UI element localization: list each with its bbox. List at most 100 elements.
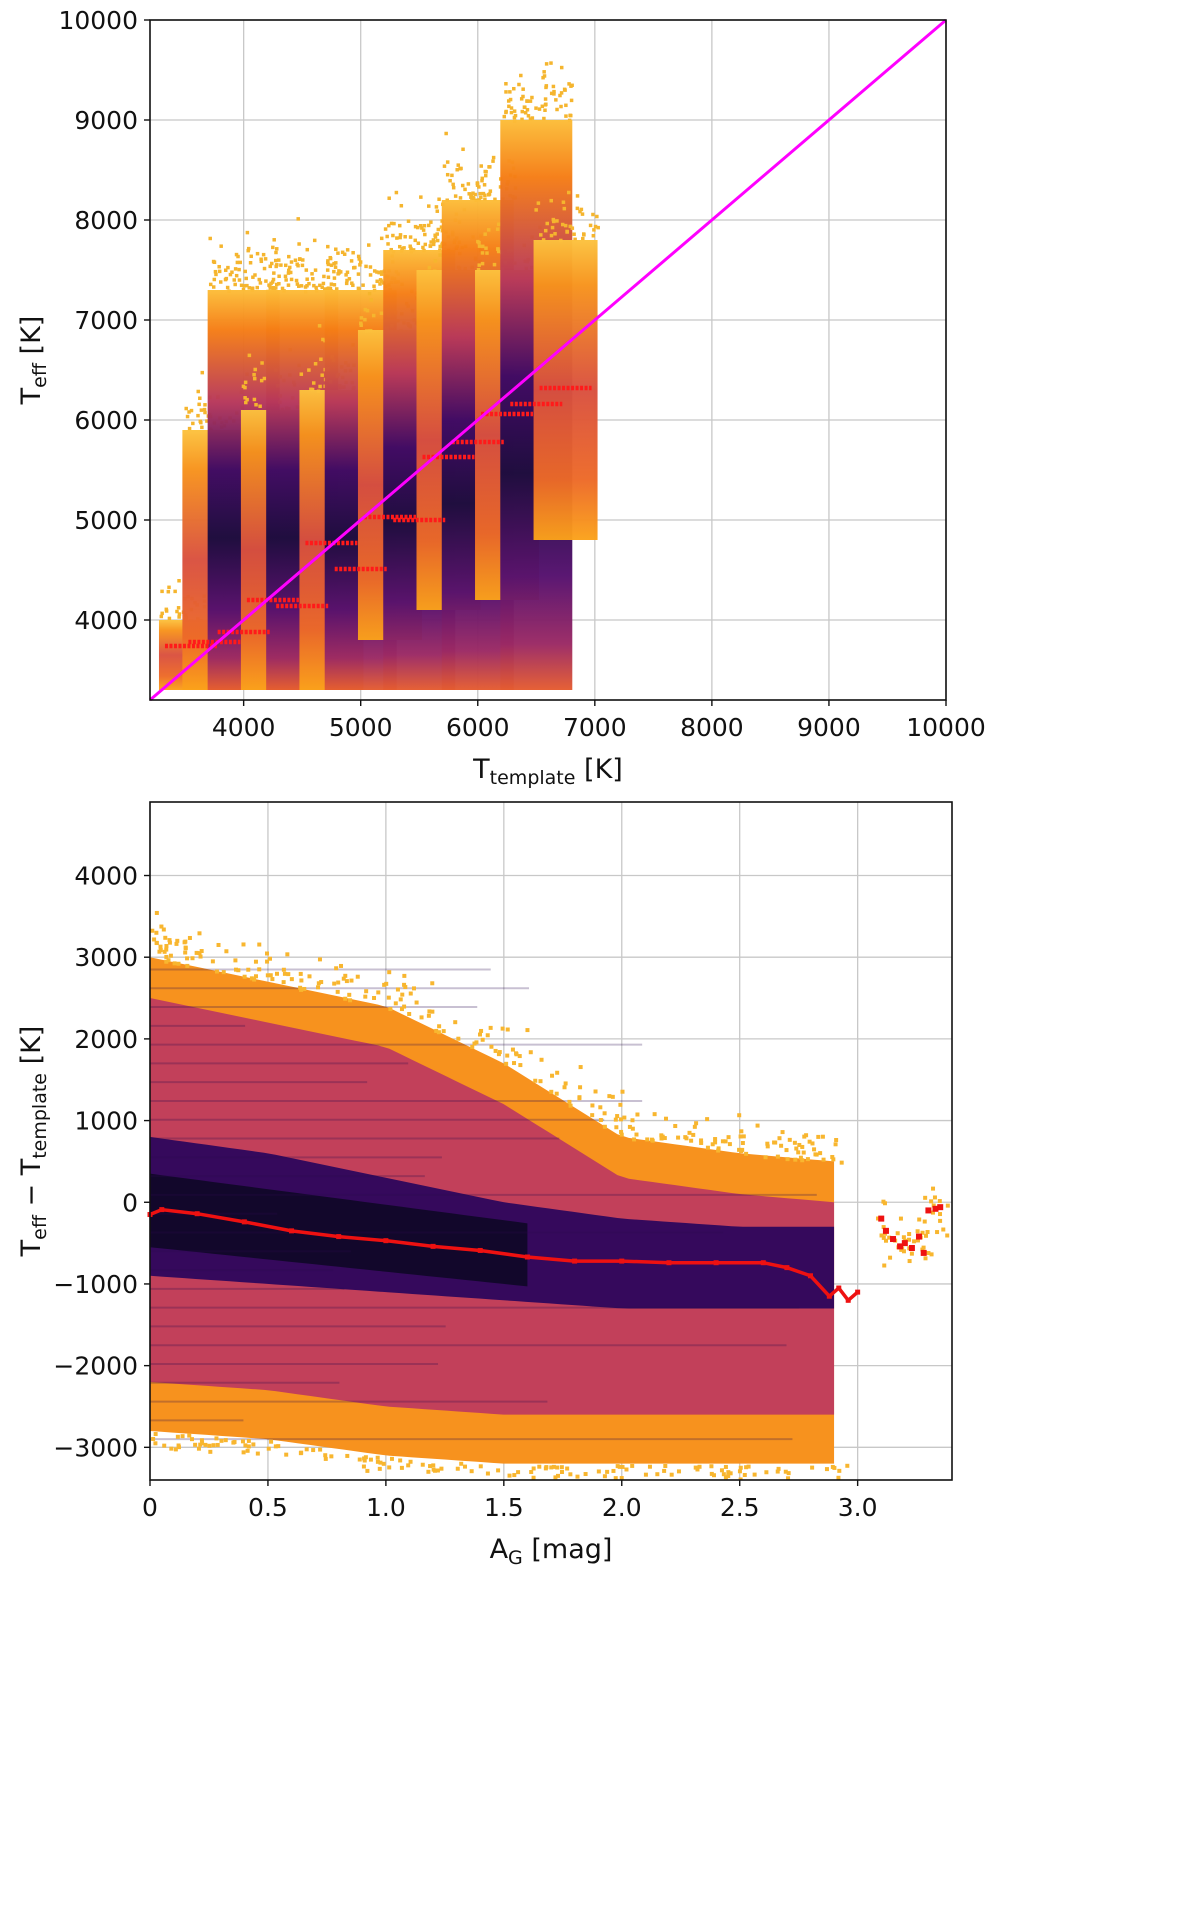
- outlier-dot: [544, 85, 548, 90]
- outlier-dot: [287, 254, 291, 259]
- outlier-dot: [561, 200, 566, 204]
- outlier-dot: [572, 232, 576, 236]
- outlier-dot: [182, 940, 187, 945]
- outlier-dot: [154, 930, 159, 935]
- outlier-dot: [784, 1148, 789, 1153]
- outlier-dot: [154, 941, 159, 946]
- outlier-dot: [213, 269, 218, 274]
- outlier-dot: [744, 1151, 749, 1156]
- x-tick-label: 2.5: [720, 1493, 760, 1522]
- outlier-dot: [559, 91, 564, 95]
- outlier-dot: [297, 242, 301, 246]
- outlier-dot: [477, 240, 481, 245]
- outlier-dot: [726, 1470, 731, 1475]
- outlier-dot: [187, 935, 192, 940]
- median-point: [826, 1293, 832, 1299]
- outlier-dot: [562, 1085, 567, 1090]
- outlier-dot: [542, 70, 546, 74]
- outlier-dot: [473, 192, 477, 197]
- outlier-dot: [663, 1116, 668, 1121]
- outlier-dot: [230, 270, 234, 274]
- outlier-dot: [533, 1078, 538, 1083]
- outlier-dot: [378, 278, 383, 282]
- outlier-dot: [197, 931, 202, 936]
- outlier-dot: [265, 973, 270, 978]
- outlier-dot: [818, 1151, 823, 1156]
- outlier-dot: [563, 223, 568, 228]
- outlier-dot: [398, 244, 402, 249]
- tail-dot: [938, 1218, 943, 1223]
- outlier-dot: [403, 985, 408, 990]
- outlier-dot: [372, 996, 377, 1001]
- outlier-dot: [752, 1472, 757, 1477]
- outlier-dot: [349, 259, 354, 263]
- outlier-dot: [786, 1476, 791, 1480]
- outlier-dot: [456, 1036, 461, 1041]
- outlier-dot: [455, 1466, 460, 1471]
- outlier-dot: [552, 92, 556, 96]
- outlier-dot: [189, 1437, 194, 1442]
- outlier-dot: [319, 980, 324, 985]
- outlier-dot: [551, 1464, 556, 1469]
- outlier-dot: [403, 234, 407, 239]
- outlier-dot: [238, 260, 242, 265]
- outlier-dot: [485, 1033, 490, 1038]
- outlier-dot: [669, 1472, 674, 1477]
- outlier-dot: [508, 90, 512, 94]
- median-point: [807, 1273, 813, 1279]
- outlier-dot: [386, 242, 390, 246]
- outlier-dot: [246, 1438, 251, 1443]
- outlier-dot: [245, 283, 249, 288]
- outlier-dot: [521, 94, 525, 99]
- outlier-dot: [647, 1464, 652, 1469]
- outlier-dot: [529, 1470, 534, 1475]
- outlier-dot: [289, 260, 294, 264]
- tail-dot: [926, 1251, 931, 1256]
- outlier-dot: [439, 225, 444, 229]
- outlier-dot: [394, 190, 399, 195]
- outlier-dot: [286, 972, 291, 977]
- outlier-dot: [283, 274, 288, 279]
- outlier-dot: [406, 219, 411, 223]
- outlier-dot: [459, 1461, 464, 1466]
- outlier-dot: [830, 1155, 835, 1160]
- median-point: [194, 1211, 200, 1217]
- outlier-dot: [243, 1443, 248, 1448]
- tail-dot: [931, 1186, 936, 1191]
- outlier-dot: [596, 225, 600, 230]
- outlier-dot: [223, 277, 228, 282]
- outlier-dot: [551, 84, 556, 89]
- outlier-dot: [723, 1139, 728, 1144]
- outlier-dot: [265, 951, 270, 956]
- outlier-dot: [565, 1466, 570, 1471]
- outlier-dot: [618, 1102, 623, 1107]
- outlier-dot: [176, 606, 181, 610]
- outlier-dot: [742, 1472, 747, 1477]
- outlier-dot: [255, 1451, 260, 1456]
- outlier-dot: [431, 1463, 436, 1468]
- outlier-dot: [214, 1436, 219, 1441]
- outlier-dot: [272, 238, 276, 242]
- outlier-dot: [259, 257, 263, 261]
- outlier-dot: [393, 1001, 398, 1006]
- outlier-dot: [239, 283, 244, 288]
- outlier-dot: [459, 166, 463, 171]
- outlier-dot: [528, 1050, 533, 1055]
- outlier-dot: [397, 223, 402, 228]
- outlier-dot: [399, 1465, 404, 1470]
- outlier-dot: [228, 272, 233, 277]
- outlier-dot: [493, 197, 497, 202]
- outlier-dot: [249, 254, 253, 259]
- outlier-dot: [549, 91, 554, 96]
- outlier-dot: [537, 1464, 542, 1469]
- outlier-dot: [592, 228, 596, 232]
- outlier-dot: [340, 250, 345, 255]
- median-tail-point: [897, 1243, 904, 1250]
- outlier-dot: [521, 87, 525, 91]
- median-point: [784, 1265, 790, 1271]
- outlier-dot: [208, 282, 213, 287]
- outlier-dot: [567, 1099, 572, 1104]
- outlier-dot: [245, 1448, 250, 1453]
- outlier-dot: [251, 275, 255, 279]
- outlier-dot: [578, 1065, 583, 1070]
